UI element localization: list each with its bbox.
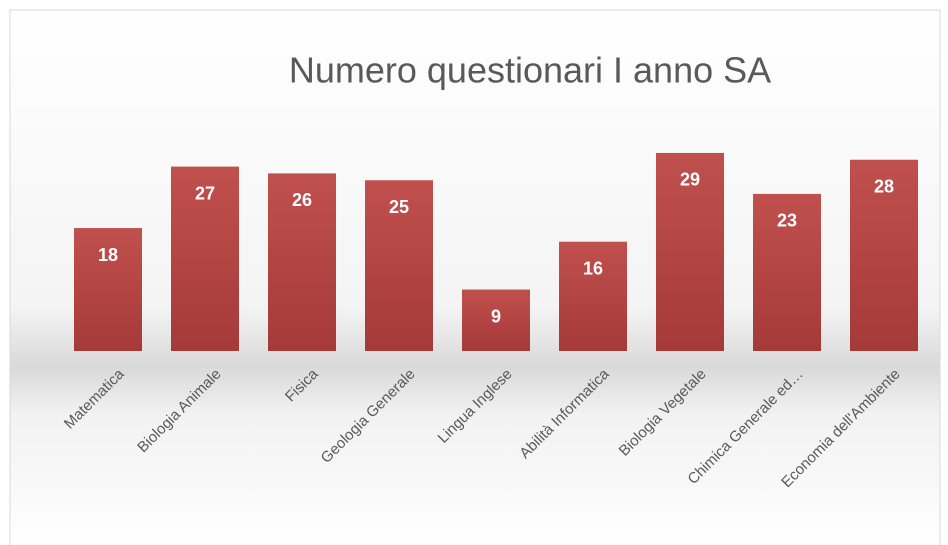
data-label: 16	[583, 258, 603, 278]
data-label: 29	[680, 170, 700, 190]
bar	[850, 159, 918, 351]
data-label: 28	[874, 177, 894, 197]
bar	[753, 193, 821, 351]
bar	[656, 152, 724, 351]
data-label: 27	[195, 183, 215, 203]
data-label: 18	[98, 245, 118, 265]
data-label: 23	[777, 211, 797, 231]
data-label: 9	[491, 306, 501, 326]
bar	[171, 166, 239, 351]
bar	[559, 241, 627, 351]
chart-title: Numero questionari I anno SA	[289, 50, 771, 91]
bar	[74, 228, 142, 351]
data-label: 26	[292, 190, 312, 210]
bar	[268, 173, 336, 351]
data-label: 25	[389, 197, 409, 217]
bar	[365, 180, 433, 351]
bar	[462, 289, 530, 351]
